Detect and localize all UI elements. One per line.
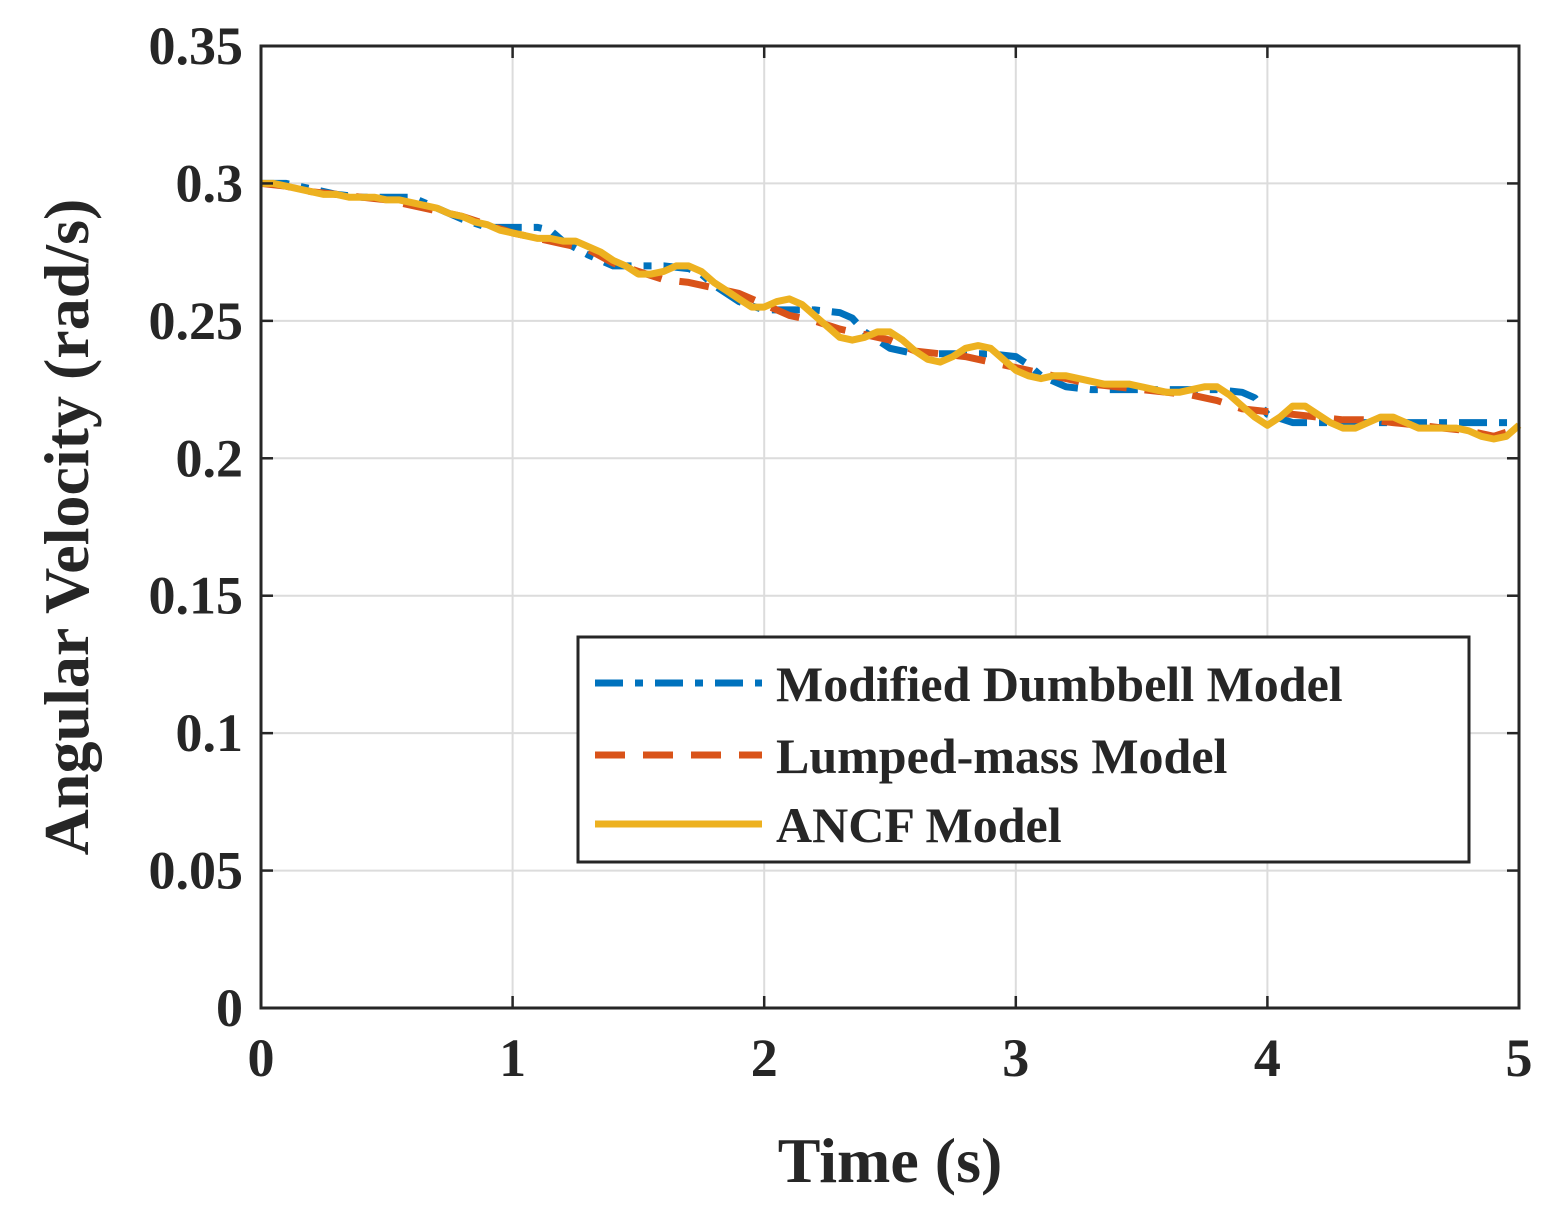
series-line-1 (261, 179, 1519, 427)
series-group (260, 179, 1522, 443)
y-tick-label: 0.35 (149, 16, 244, 76)
y-tick-label: 0.25 (149, 291, 244, 351)
y-tick-label: 0 (216, 978, 243, 1038)
x-tick-label: 2 (751, 1028, 778, 1088)
y-tick-label: 0.3 (176, 153, 244, 213)
legend-label-3: ANCF Model (776, 797, 1062, 853)
y-tick-label: 0.1 (176, 703, 244, 763)
legend-label-1: Modified Dumbbell Model (776, 656, 1343, 712)
x-tick-label: 4 (1254, 1028, 1281, 1088)
y-tick-label: 0.05 (149, 841, 244, 901)
y-axis-label: Angular Velocity (rad/s) (31, 199, 102, 856)
legend: Modified Dumbbell Model Lumped-mass Model… (576, 635, 1471, 864)
series-line-3 (261, 179, 1522, 443)
y-tick-label: 0.15 (149, 566, 244, 626)
y-tick-label: 0.2 (176, 428, 244, 488)
y-tick-labels: 0 0.05 0.1 0.15 0.2 0.25 0.3 0.35 (149, 16, 244, 1038)
axes (259, 44, 1521, 1010)
x-tick-label: 5 (1506, 1028, 1533, 1088)
x-tick-label: 1 (499, 1028, 526, 1088)
plot-frame (259, 44, 1521, 1010)
x-tick-labels: 0 1 2 3 4 5 (248, 1028, 1533, 1088)
x-tick-label: 0 (248, 1028, 275, 1088)
x-tick-label: 3 (1002, 1028, 1029, 1088)
x-axis-label: Time (s) (778, 1125, 1003, 1196)
legend-label-2: Lumped-mass Model (776, 728, 1228, 784)
